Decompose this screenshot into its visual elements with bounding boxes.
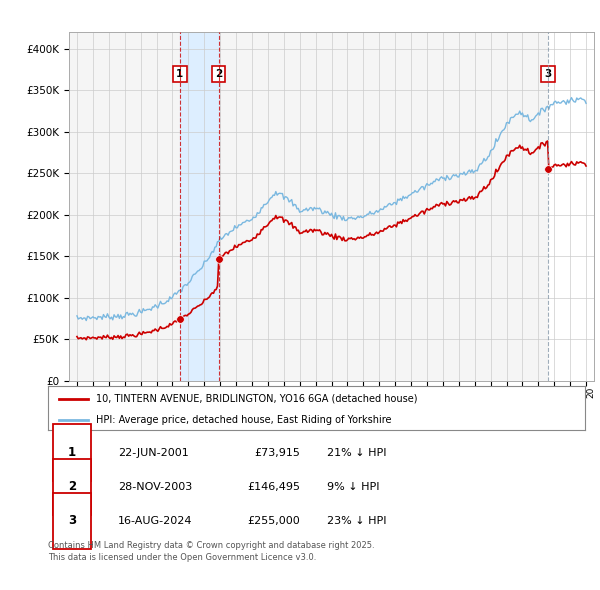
Text: 10, TINTERN AVENUE, BRIDLINGTON, YO16 6GA (detached house): 10, TINTERN AVENUE, BRIDLINGTON, YO16 6G… [97,394,418,404]
Text: 28-NOV-2003: 28-NOV-2003 [118,482,192,491]
Text: 2: 2 [68,480,76,493]
Text: 21% ↓ HPI: 21% ↓ HPI [327,448,387,457]
Text: 3: 3 [545,69,552,79]
Text: 2: 2 [215,69,223,79]
Text: £73,915: £73,915 [254,448,301,457]
Text: 9% ↓ HPI: 9% ↓ HPI [327,482,380,491]
Text: 22-JUN-2001: 22-JUN-2001 [118,448,188,457]
Text: 1: 1 [68,446,76,459]
Text: Contains HM Land Registry data © Crown copyright and database right 2025.
This d: Contains HM Land Registry data © Crown c… [48,541,374,562]
Text: £255,000: £255,000 [248,516,301,526]
Text: 16-AUG-2024: 16-AUG-2024 [118,516,193,526]
Text: 1: 1 [176,69,184,79]
FancyBboxPatch shape [53,493,91,549]
FancyBboxPatch shape [53,424,91,481]
Text: 23% ↓ HPI: 23% ↓ HPI [327,516,387,526]
Text: £146,495: £146,495 [247,482,301,491]
Text: HPI: Average price, detached house, East Riding of Yorkshire: HPI: Average price, detached house, East… [97,415,392,425]
FancyBboxPatch shape [53,458,91,515]
Text: 3: 3 [68,514,76,527]
Bar [180,32,219,381]
Bar [548,32,594,381]
